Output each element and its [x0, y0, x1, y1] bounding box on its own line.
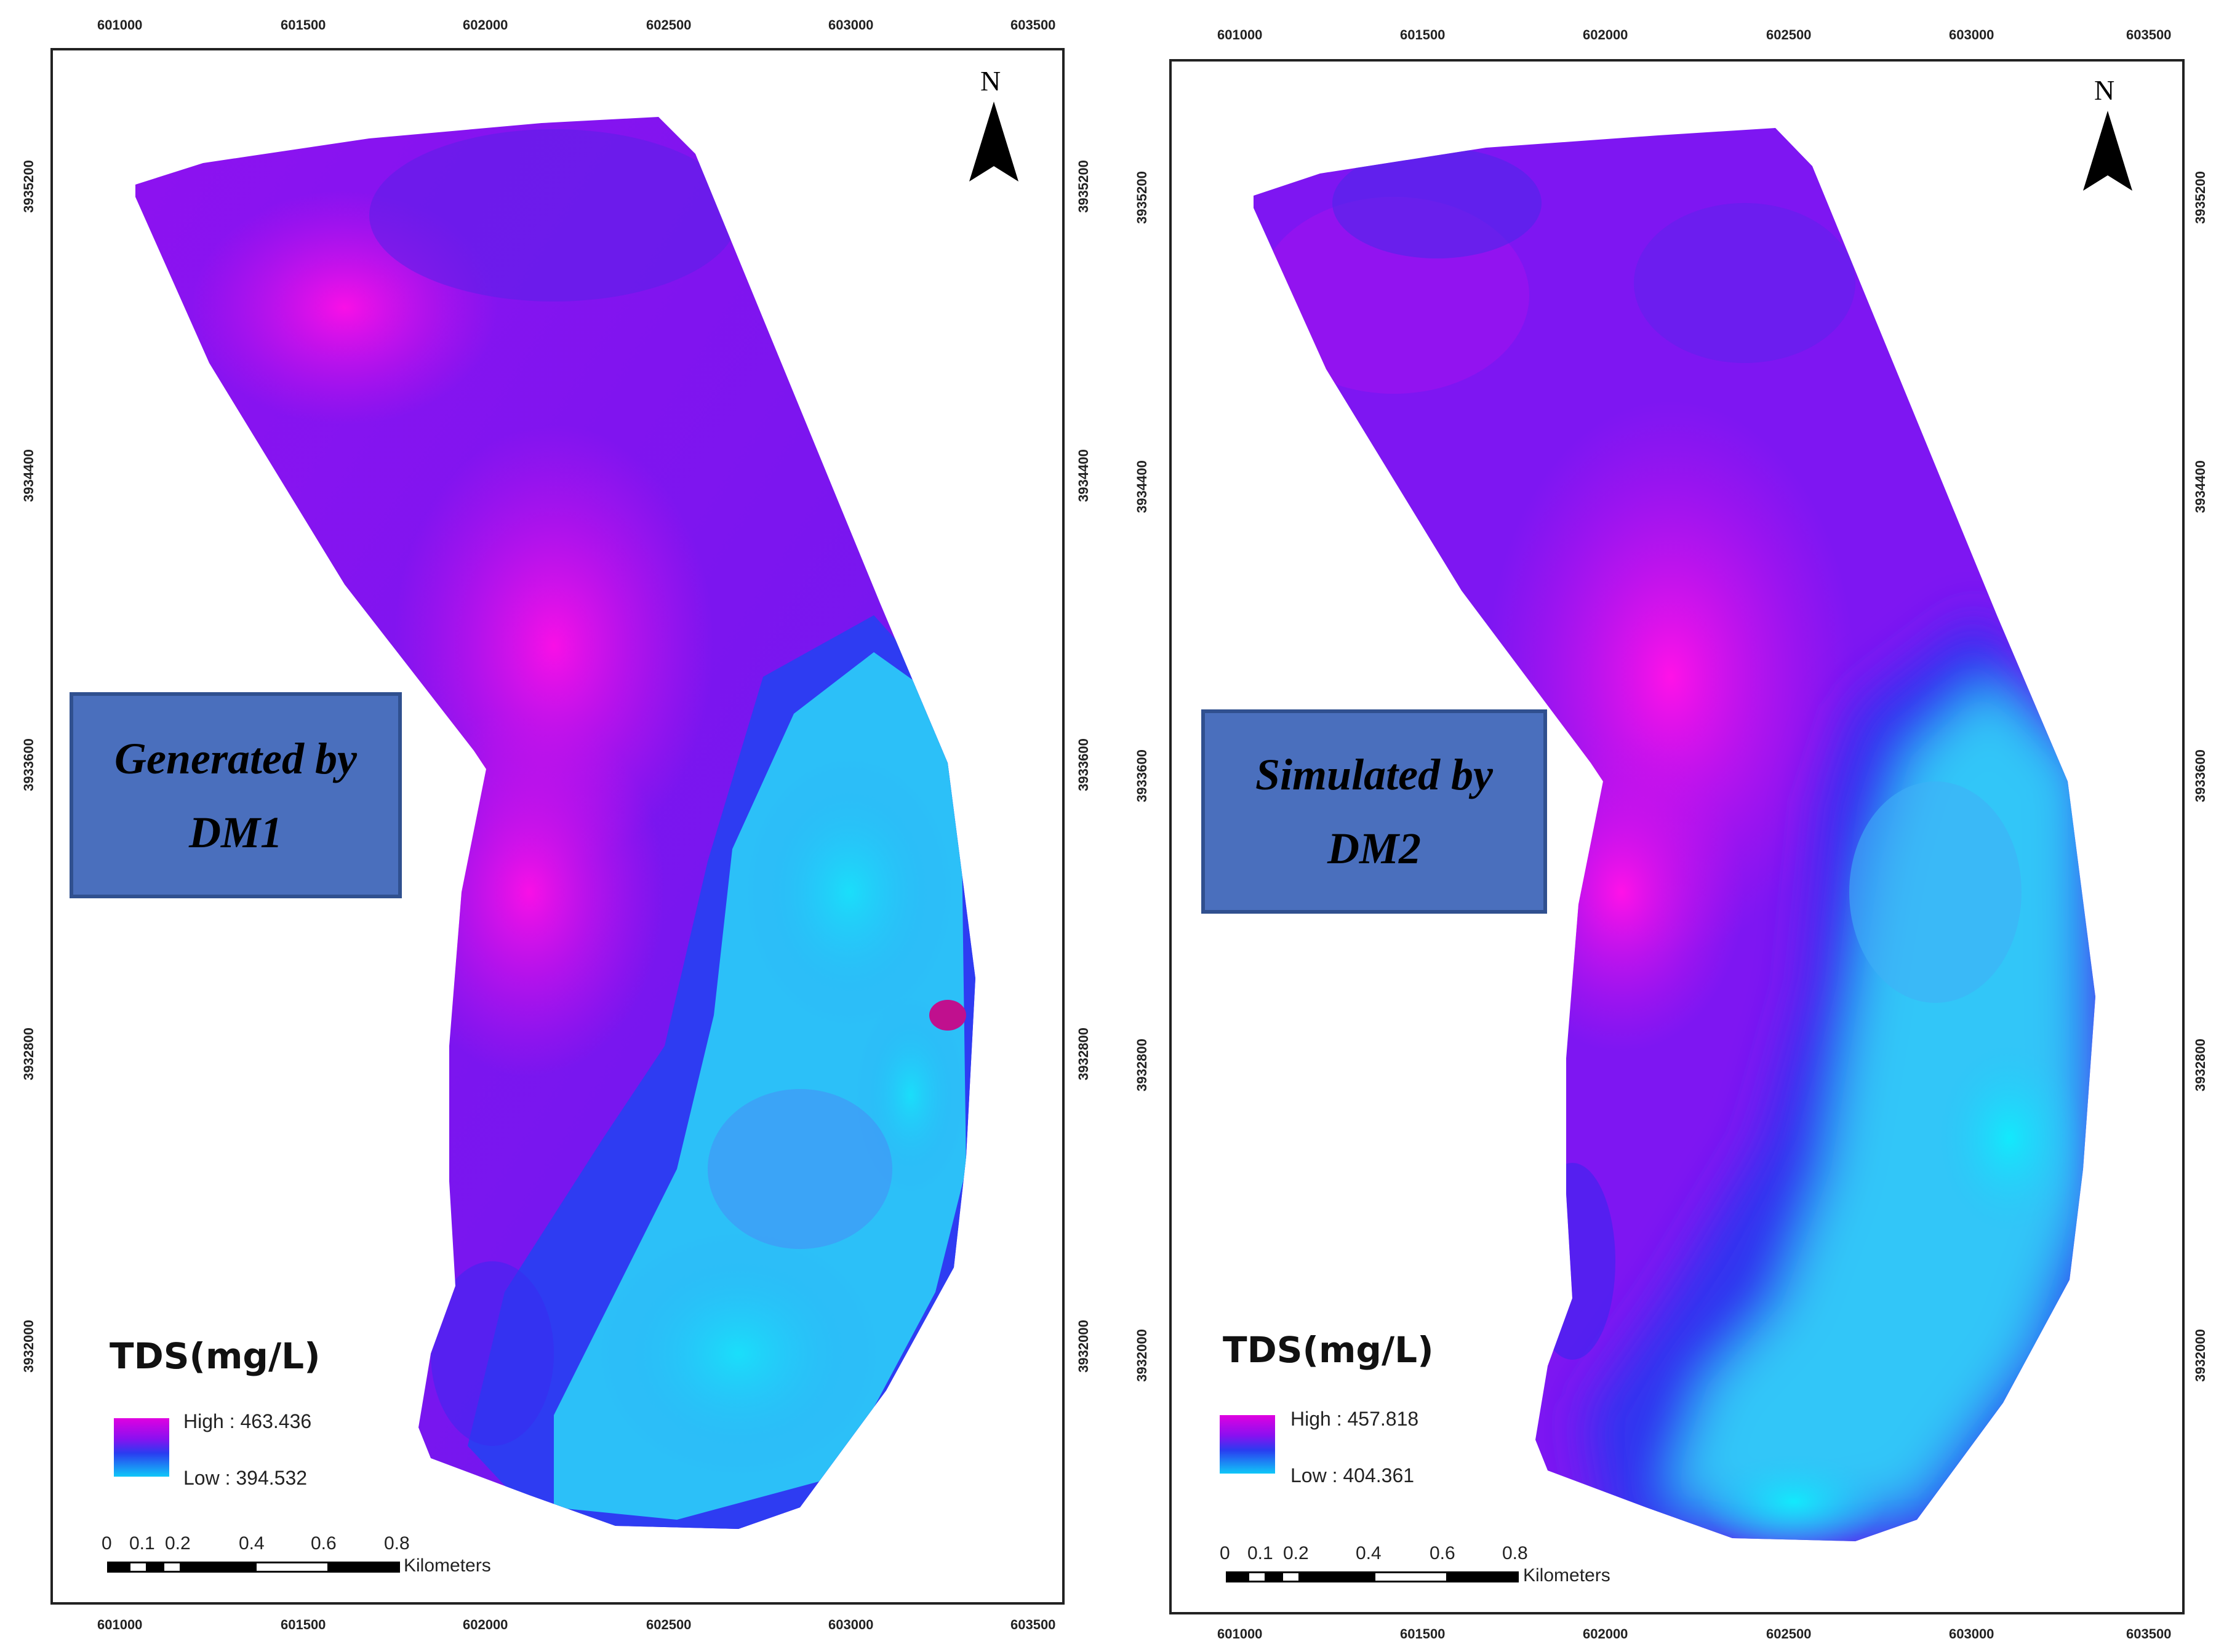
top-tick: 601500: [281, 17, 326, 33]
top-tick: 602000: [463, 17, 508, 33]
map-panel-dm1: 601000 601500 602000 602500 603000 60350…: [0, 0, 1114, 1652]
scale-label: 0.8: [1502, 1543, 1528, 1563]
badge-line-1: Generated by: [114, 733, 357, 783]
bottom-tick: 603000: [828, 1617, 874, 1632]
north-arrow: N: [957, 65, 1031, 206]
method-badge: Simulated by DM2: [1201, 709, 1547, 914]
scale-segment: [257, 1563, 327, 1571]
north-label: N: [2094, 74, 2115, 106]
scale-label: 0: [1220, 1543, 1230, 1563]
scale-unit: Kilometers: [1523, 1565, 1610, 1586]
north-arrow: N: [2071, 74, 2145, 215]
scale-segment: [164, 1563, 180, 1571]
legend-color-ramp: [114, 1418, 169, 1477]
scale-segment: [130, 1563, 146, 1571]
bottom-tick: 601500: [1400, 1626, 1446, 1642]
bottom-tick: 603500: [2126, 1626, 2172, 1642]
scale-label: 0.4: [239, 1533, 265, 1554]
top-tick: 602500: [1766, 27, 1812, 42]
legend-low-label: Low : 404.361: [1290, 1464, 1415, 1486]
top-tick: 603000: [828, 17, 874, 33]
map-panel-dm2: 601000 601500 602000 602500 603000 60350…: [1117, 0, 2232, 1652]
bottom-tick: 602000: [1583, 1626, 1628, 1642]
north-arrow-icon: [2083, 111, 2132, 191]
bottom-tick: 601500: [281, 1617, 326, 1632]
top-tick: 601000: [1217, 27, 1263, 42]
top-tick: 602000: [1583, 27, 1628, 42]
scale-label: 0.2: [1283, 1543, 1309, 1563]
scale-label: 0.1: [1247, 1543, 1273, 1563]
scale-segment: [1249, 1573, 1265, 1581]
scale-bar: [1226, 1571, 1519, 1582]
north-arrow-icon: [969, 102, 1018, 182]
bottom-tick: 602500: [1766, 1626, 1812, 1642]
top-tick: 602500: [646, 17, 692, 33]
badge-line-2: DM2: [1327, 824, 1421, 873]
scale-bar: [107, 1562, 400, 1573]
badge-line-2: DM1: [188, 807, 282, 857]
bottom-tick: 601000: [97, 1617, 143, 1632]
north-label: N: [980, 65, 1001, 97]
scale-label: 0.4: [1356, 1543, 1382, 1563]
scale-segment: [1283, 1573, 1298, 1581]
badge-line-1: Simulated by: [1255, 750, 1493, 799]
top-tick: 603000: [1949, 27, 1994, 42]
bottom-tick: 603500: [1010, 1617, 1056, 1632]
scale-label: 0.2: [165, 1533, 191, 1554]
legend-color-ramp: [1220, 1415, 1275, 1474]
top-tick: 603500: [2126, 27, 2172, 42]
bottom-tick: 602000: [463, 1617, 508, 1632]
scale-segment: [1375, 1573, 1446, 1581]
scale-label: 0.1: [129, 1533, 155, 1554]
top-tick: 601000: [97, 17, 143, 33]
scale-label: 0.6: [311, 1533, 337, 1554]
bottom-tick: 601000: [1217, 1626, 1263, 1642]
legend-title: TDS(mg/L): [1223, 1329, 1434, 1371]
legend-high-label: High : 463.436: [183, 1410, 312, 1432]
top-tick: 601500: [1400, 27, 1446, 42]
scale-label: 0.6: [1430, 1543, 1455, 1563]
method-badge: Generated by DM1: [70, 692, 402, 898]
bottom-tick: 602500: [646, 1617, 692, 1632]
scale-unit: Kilometers: [404, 1555, 491, 1576]
top-tick: 603500: [1010, 17, 1056, 33]
scale-label: 0.8: [384, 1533, 410, 1554]
legend-high-label: High : 457.818: [1290, 1408, 1419, 1430]
legend-low-label: Low : 394.532: [183, 1467, 308, 1489]
legend-title: TDS(mg/L): [110, 1335, 321, 1377]
scale-label: 0: [102, 1533, 112, 1554]
bottom-tick: 603000: [1949, 1626, 1994, 1642]
